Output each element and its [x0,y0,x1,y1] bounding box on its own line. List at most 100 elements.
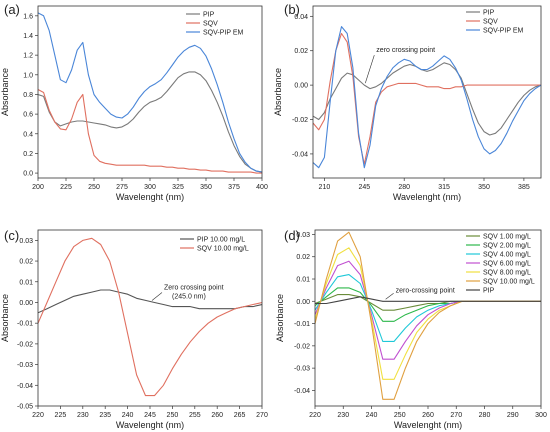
y-tick-label: -0.02 [17,341,33,348]
y-tick-label: 0.6 [23,112,33,119]
legend: PIP SQV SQV-PIP EM [466,10,523,35]
series-line-4 [315,247,541,380]
x-tick-label: 385 [518,184,530,191]
legend-entry-4: SQV 8.00 mg/L [483,270,531,277]
series-line-0 [315,294,541,311]
y-tick-label: -0.01 [17,321,33,328]
x-tick-label: 255 [189,412,201,419]
x-tick-label: 270 [256,412,268,419]
legend: PIP SQV SQV-PIP EM [186,12,243,37]
y-tick-label: -0.02 [294,343,310,350]
x-tick-label: 225 [55,412,67,419]
y-tick-label: -0.03 [17,362,33,369]
y-tick-label: 0.03 [19,238,33,245]
legend-entry-1: SQV 2.00 mg/L [483,243,531,250]
x-tick-label: 275 [116,184,128,191]
annotation-text: Zero crossing point [164,284,224,291]
panel-label: (a) [4,2,20,17]
x-tick-label: 400 [256,184,268,191]
y-tick-label: 0.02 [19,259,33,266]
series-line-0 [313,62,541,136]
x-tick-label: 230 [337,412,349,419]
x-tick-label: 250 [167,412,179,419]
series-group [38,12,262,174]
legend-entry-0: SQV 1.00 mg/L [483,234,531,241]
x-tick-label: 260 [211,412,223,419]
x-axis-label: Wavelenght (nm) [116,192,184,202]
y-tick-label: 0.02 [294,48,308,55]
chart-panel-3: (d) 220 230 240 250 260 270 280 290 300 -0.04 -0.03… [275,228,547,430]
y-tick-label: 0.03 [296,232,310,239]
chart-panel-0: (a) 200 225 250 275 300 325 350 375 400 0.0 0.2 0.4 0… [0,2,268,202]
y-tick-label: 0.02 [296,254,310,261]
legend-entry-1: SQV [483,19,498,26]
legend-entry-2: SQV 4.00 mg/L [483,252,531,259]
legend-entry-6: PIP [483,288,495,295]
y-axis-label: Absorbance [0,294,10,342]
legend-entry-1: SQV [203,21,218,28]
x-axis-label: Wavelenght (nm) [393,192,461,202]
annotation-arrow [385,293,394,300]
y-tick-label: -0.03 [294,366,310,373]
y-tick-label: 0.0 [23,171,33,178]
x-axis-label: Wavelenght (nm) [116,420,184,430]
chart-panel-2: (c) 220 225 230 235 240 245 250 255 260 265 270 -0.0… [0,228,268,430]
series-group [313,26,541,169]
x-tick-label: 235 [99,412,111,419]
x-tick-label: 315 [438,184,450,191]
x-tick-label: 250 [88,184,100,191]
x-tick-label: 290 [507,412,519,419]
x-tick-label: 225 [60,184,72,191]
y-tick-label: 1.0 [23,72,33,79]
y-tick-label: -0.04 [292,151,308,158]
legend-entry-0: PIP [483,10,495,17]
y-tick-label: 0.4 [23,131,33,138]
panel-label: (d) [284,228,300,243]
x-tick-label: 300 [144,184,156,191]
x-tick-label: 200 [32,184,44,191]
annotation-subtext: (245.0 nm) [172,293,206,300]
legend-entry-0: PIP [203,12,215,19]
x-tick-label: 270 [450,412,462,419]
legend-entry-2: SQV-PIP EM [203,30,243,37]
y-tick-label: 1.4 [23,33,33,40]
x-tick-label: 245 [144,412,156,419]
x-tick-label: 250 [394,412,406,419]
x-tick-label: 240 [122,412,134,419]
panel-label: (c) [4,228,19,243]
annotation-text: zero crossing point [376,47,435,54]
x-tick-label: 350 [200,184,212,191]
series-line-2 [313,26,541,169]
y-tick-label: 1.6 [23,13,33,20]
series-line-1 [313,32,541,165]
legend: SQV 1.00 mg/L SQV 2.00 mg/L SQV 4.00 mg/L S… [466,234,535,295]
y-tick-label: 0.01 [296,277,310,284]
plot-frame [37,229,263,407]
y-axis-label: Absorbance [0,68,10,116]
y-tick-label: 0.04 [294,14,308,21]
series-line-6 [315,296,541,305]
y-tick-label: 0.01 [19,279,33,286]
x-tick-label: 350 [478,184,490,191]
x-tick-label: 230 [77,412,89,419]
annotation-arrow [365,55,375,84]
x-tick-label: 280 [479,412,491,419]
legend-entry-2: SQV-PIP EM [483,28,523,35]
series-line-2 [38,12,262,173]
y-tick-label: 0.00 [19,300,33,307]
series-line-1 [38,237,262,397]
y-tick-label: -0.04 [17,383,33,390]
x-tick-label: 240 [366,412,378,419]
series-line-1 [38,89,262,174]
legend: PIP 10.00 mg/L SQV 10.00 mg/L [180,237,249,253]
y-tick-label: 0.00 [296,299,310,306]
y-axis-label: Absorbance [275,294,285,342]
y-tick-label: 0.2 [23,151,33,158]
x-tick-label: 375 [228,184,240,191]
legend-entry-5: SQV 10.00 mg/L [483,279,535,286]
series-line-0 [38,289,262,314]
y-tick-label: -0.04 [294,388,310,395]
x-tick-label: 245 [358,184,370,191]
x-tick-label: 300 [535,412,547,419]
